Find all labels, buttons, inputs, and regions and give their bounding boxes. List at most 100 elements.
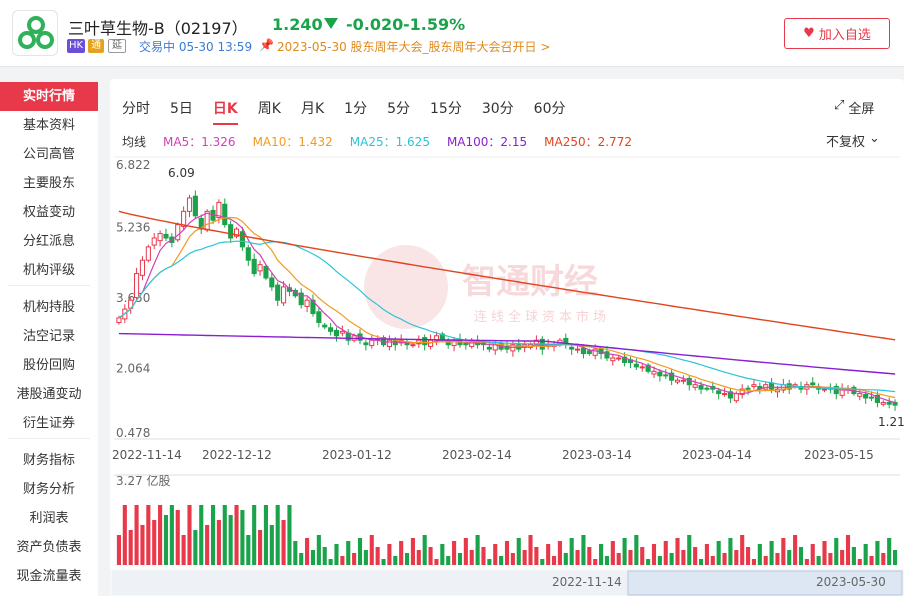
sidebar-item-buyback[interactable]: 股份回购 [22, 358, 75, 373]
volume-bar [463, 538, 468, 565]
connect-badge: 通 [88, 39, 104, 53]
candle [868, 396, 875, 399]
sidebar-item-profile[interactable]: 基本资料 [22, 118, 75, 133]
candle [175, 224, 181, 241]
add-favorite-button[interactable]: ♥ 加入自选 [784, 18, 890, 49]
volume-bar [757, 544, 762, 565]
candle [698, 385, 704, 390]
ma5-line [118, 212, 896, 404]
sidebar-item-ratings[interactable]: 机构评级 [22, 263, 75, 278]
volume-bar [569, 538, 574, 565]
candle [386, 339, 392, 347]
volume-bar [122, 505, 127, 565]
candle [298, 292, 304, 306]
sidebar-item-derivatives[interactable]: 衍生证券 [22, 416, 75, 431]
tab-5min[interactable]: 5分 [387, 101, 410, 117]
trade-status: 交易中 05-30 13:59 [139, 40, 253, 54]
tab-15min[interactable]: 15分 [430, 101, 462, 117]
candle [304, 299, 310, 307]
adjust-select[interactable]: 不复权 ⌄ [826, 131, 880, 150]
volume-bar [404, 553, 410, 565]
tab-daily-k[interactable]: 日K [212, 98, 238, 125]
sidebar-item-balance-sheet[interactable]: 资产负债表 [16, 540, 82, 555]
candle [192, 195, 198, 217]
candle [680, 379, 686, 382]
volume-bar [199, 505, 204, 565]
sidebar-item-realtime[interactable]: 实时行情 [0, 82, 98, 111]
sidebar-item-fin-indicators[interactable]: 财务指标 [22, 453, 75, 468]
volume-bar [269, 525, 274, 565]
volume-bar [522, 550, 527, 565]
candle [716, 390, 722, 395]
volume-bar [628, 550, 633, 565]
tab-1min[interactable]: 1分 [344, 101, 368, 117]
candle [739, 388, 745, 395]
candle [369, 339, 375, 347]
volume-bar [499, 556, 504, 565]
sidebar-item-equity-changes[interactable]: 权益变动 [22, 205, 75, 220]
sidebar-item-fin-analysis[interactable]: 财务分析 [22, 482, 75, 497]
volume-bar [275, 505, 280, 565]
candle [733, 393, 739, 402]
volume-label: 3.27 亿股 [116, 473, 171, 488]
fullscreen-button[interactable]: ⤢ 全屏 [834, 98, 874, 117]
volume-bar [163, 515, 169, 565]
tab-monthly-k[interactable]: 月K [300, 101, 325, 117]
sidebar-item-dividends[interactable]: 分红派息 [22, 234, 75, 249]
candle [216, 201, 222, 219]
expand-icon: ⤢ [834, 98, 845, 113]
sidebar-item-connect-changes[interactable]: 港股通变动 [16, 387, 82, 402]
x-tick-label: 2022-12-12 [202, 448, 272, 462]
ma-label: 均线 [122, 135, 147, 149]
volume-bar [316, 535, 321, 565]
sidebar-item-short-selling[interactable]: 沽空记录 [22, 329, 75, 344]
tab-5day[interactable]: 5日 [170, 101, 193, 117]
tab-weekly-k[interactable]: 周K [257, 101, 281, 117]
candle [686, 377, 692, 386]
volume-bar [734, 550, 739, 565]
candle [257, 264, 263, 272]
sidebar-item-income[interactable]: 利润表 [29, 511, 69, 526]
volume-bar [410, 538, 415, 565]
navigator-end-label: 2023-05-30 [816, 575, 886, 589]
volume-bar [657, 556, 662, 565]
candle [339, 330, 345, 334]
volume-bar [816, 556, 821, 565]
y-tick-label: 0.478 [116, 426, 150, 440]
candle [886, 401, 892, 405]
volume-bar [534, 547, 539, 565]
sidebar-item-executives[interactable]: 公司高管 [22, 147, 75, 162]
volume-bar [440, 544, 445, 565]
sidebar: 实时行情 基本资料 公司高管 主要股东 权益变动 分红派息 机构评级 机构持股 … [0, 82, 98, 596]
event-link[interactable]: 2023-05-30 股东周年大会_股东周年大会召开日 > [277, 40, 551, 54]
volume-bar [722, 553, 727, 565]
candle [633, 363, 639, 368]
candle [745, 387, 751, 390]
volume-bar [751, 559, 757, 565]
navigator-start-label: 2022-11-14 [552, 575, 622, 589]
volume-bar [551, 556, 557, 565]
sidebar-item-shareholders[interactable]: 主要股东 [22, 176, 75, 191]
tab-60min[interactable]: 60分 [533, 101, 566, 117]
volume-bar [481, 547, 486, 565]
sidebar-item-cashflow[interactable]: 现金流量表 [16, 569, 82, 584]
volume-bar [422, 535, 427, 565]
volume-bar [675, 538, 680, 565]
tab-intraday[interactable]: 分时 [122, 101, 150, 117]
volume-bar [516, 538, 521, 565]
low-label: 1.21 [878, 415, 904, 429]
volume-bar [457, 553, 463, 565]
volume-bar [452, 541, 457, 565]
volume-bar [363, 550, 368, 565]
volume-bar [881, 553, 886, 565]
ma25-value: MA25：1.625 [349, 135, 430, 149]
sidebar-item-institutional[interactable]: 机构持股 [22, 300, 75, 315]
tab-30min[interactable]: 30分 [481, 101, 514, 117]
sidebar-divider [8, 438, 90, 446]
y-tick-label: 2.064 [116, 362, 150, 376]
ma25-line [118, 240, 896, 393]
candle [663, 374, 669, 377]
candle [316, 311, 322, 323]
candle [821, 388, 828, 391]
